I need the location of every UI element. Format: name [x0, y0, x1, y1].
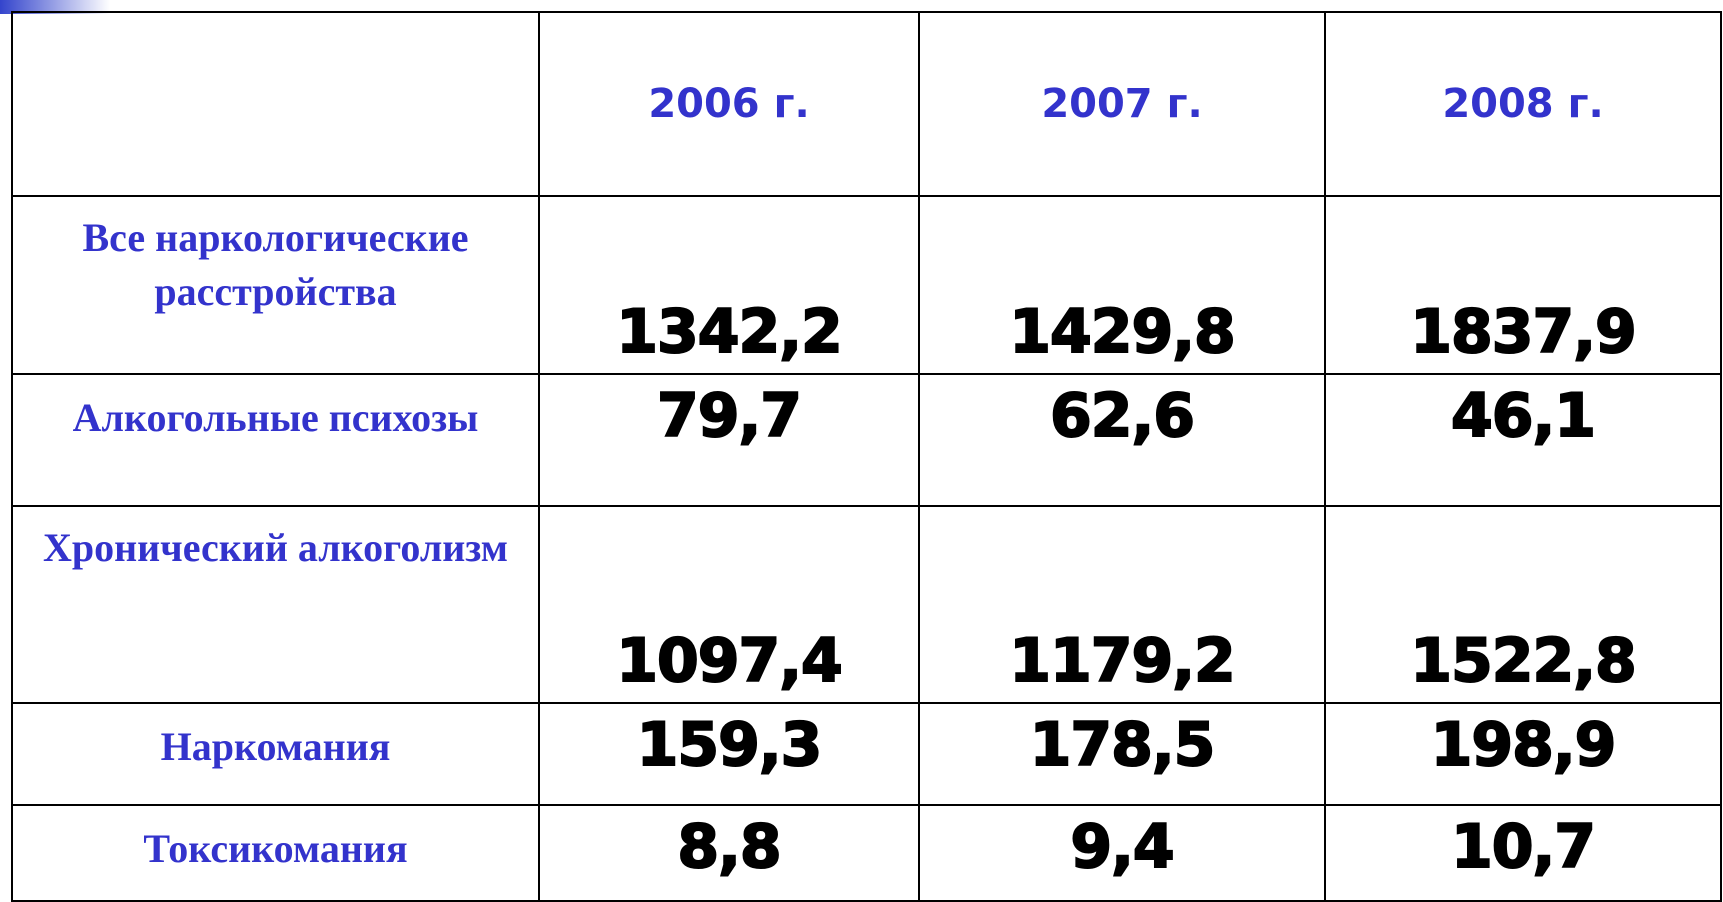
value-cell: 79,7	[538, 373, 920, 507]
value-cell: 1837,9	[1324, 195, 1722, 375]
data-row: Токсикомания 8,8 9,4 10,7	[11, 804, 1722, 902]
header-row: 2006 г. 2007 г. 2008 г.	[11, 11, 1722, 197]
corner-cell	[11, 11, 540, 197]
value-cell: 62,6	[918, 373, 1326, 507]
value-cell: 1522,8	[1324, 505, 1722, 704]
value-cell: 198,9	[1324, 702, 1722, 806]
row-label: Токсикомания	[11, 804, 540, 902]
corner-decoration	[0, 0, 110, 14]
data-row: Хронический алкоголизм 1097,4 1179,2 1522,8	[11, 505, 1722, 704]
header-cell: 2007 г.	[918, 11, 1326, 197]
value-cell: 8,8	[538, 804, 920, 902]
value-cell: 46,1	[1324, 373, 1722, 507]
value-cell: 178,5	[918, 702, 1326, 806]
row-label: Хронический алкоголизм	[11, 505, 540, 704]
value-cell: 9,4	[918, 804, 1326, 902]
value-cell: 1097,4	[538, 505, 920, 704]
header-cell: 2008 г.	[1324, 11, 1722, 197]
table-body: 2006 г. 2007 г. 2008 г. Все наркологичес…	[11, 11, 1722, 902]
value-cell: 1342,2	[538, 195, 920, 375]
data-row: Наркомания 159,3 178,5 198,9	[11, 702, 1722, 806]
header-cell: 2006 г.	[538, 11, 920, 197]
value-cell: 159,3	[538, 702, 920, 806]
row-label: Все наркологические расстройства	[11, 195, 540, 375]
value-cell: 1429,8	[918, 195, 1326, 375]
row-label: Алкогольные психозы	[11, 373, 540, 507]
data-table: 2006 г. 2007 г. 2008 г. Все наркологичес…	[11, 11, 1722, 902]
data-row: Все наркологические расстройства 1342,2 14…	[11, 195, 1722, 375]
value-cell: 1179,2	[918, 505, 1326, 704]
data-row: Алкогольные психозы 79,7 62,6 46,1	[11, 373, 1722, 507]
row-label: Наркомания	[11, 702, 540, 806]
value-cell: 10,7	[1324, 804, 1722, 902]
